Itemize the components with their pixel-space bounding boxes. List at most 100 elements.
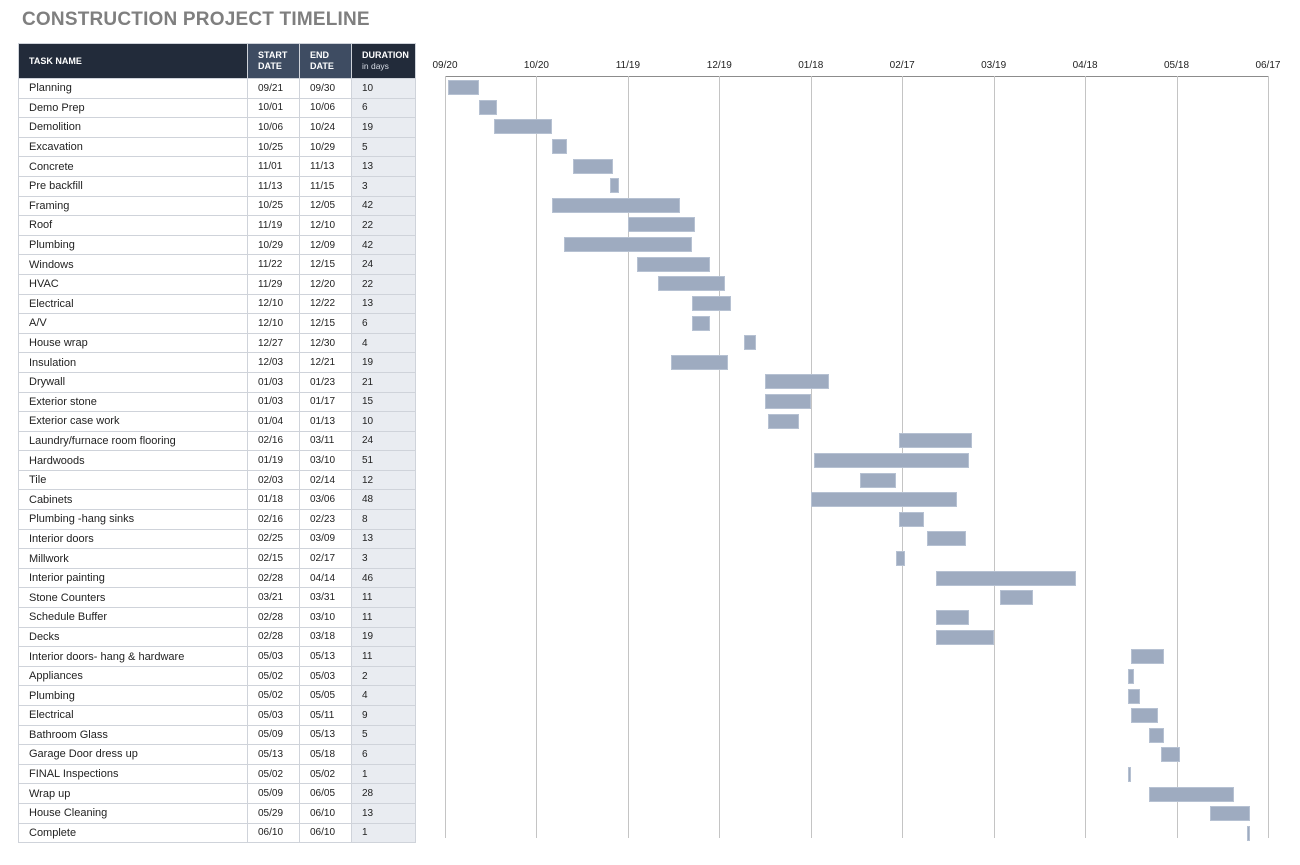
task-name-cell[interactable]: Exterior stone <box>18 391 248 413</box>
duration-cell[interactable]: 19 <box>351 352 416 373</box>
start-date-cell[interactable]: 01/04 <box>247 411 300 432</box>
task-name-cell[interactable]: Exterior case work <box>18 411 248 432</box>
end-date-cell[interactable]: 01/23 <box>299 371 352 393</box>
task-name-cell[interactable]: Stone Counters <box>18 587 248 609</box>
task-name-cell[interactable]: House wrap <box>18 332 248 354</box>
duration-cell[interactable]: 6 <box>351 97 416 119</box>
gantt-bar[interactable] <box>551 138 567 154</box>
gantt-bar[interactable] <box>609 178 619 194</box>
gantt-bar[interactable] <box>670 354 729 370</box>
end-date-cell[interactable]: 12/15 <box>299 313 352 334</box>
start-date-cell[interactable]: 10/25 <box>247 195 300 217</box>
end-date-cell[interactable]: 12/22 <box>299 293 352 315</box>
task-name-cell[interactable]: Insulation <box>18 352 248 373</box>
gantt-bar[interactable] <box>1127 767 1131 783</box>
duration-cell[interactable]: 51 <box>351 450 416 471</box>
gantt-bar[interactable] <box>573 158 613 174</box>
start-date-cell[interactable]: 05/02 <box>247 665 300 687</box>
gantt-bar[interactable] <box>691 315 711 331</box>
task-name-cell[interactable]: Plumbing <box>18 234 248 256</box>
start-date-cell[interactable]: 02/25 <box>247 528 300 550</box>
task-name-cell[interactable]: Cabinets <box>18 489 248 511</box>
end-date-cell[interactable]: 05/13 <box>299 724 352 746</box>
end-date-cell[interactable]: 04/14 <box>299 567 352 589</box>
duration-cell[interactable]: 11 <box>351 587 416 609</box>
start-date-cell[interactable]: 12/10 <box>247 313 300 334</box>
end-date-cell[interactable]: 03/10 <box>299 607 352 628</box>
end-date-cell[interactable]: 12/09 <box>299 234 352 256</box>
gantt-bar[interactable] <box>899 433 973 449</box>
task-name-cell[interactable]: Bathroom Glass <box>18 724 248 746</box>
duration-cell[interactable]: 3 <box>351 548 416 569</box>
task-name-cell[interactable]: Concrete <box>18 156 248 177</box>
task-name-cell[interactable]: Laundry/furnace room flooring <box>18 430 248 452</box>
task-name-cell[interactable]: Hardwoods <box>18 450 248 471</box>
task-name-cell[interactable]: Schedule Buffer <box>18 607 248 628</box>
gantt-bar[interactable] <box>1149 786 1235 802</box>
gantt-bar[interactable] <box>765 394 811 410</box>
duration-cell[interactable]: 6 <box>351 744 416 765</box>
end-date-cell[interactable]: 02/14 <box>299 469 352 491</box>
task-name-cell[interactable]: Wrap up <box>18 783 248 804</box>
gantt-bar[interactable] <box>563 237 692 253</box>
end-date-cell[interactable]: 03/06 <box>299 489 352 511</box>
start-date-cell[interactable]: 02/15 <box>247 548 300 569</box>
duration-cell[interactable]: 5 <box>351 724 416 746</box>
start-date-cell[interactable]: 05/09 <box>247 783 300 804</box>
end-date-cell[interactable]: 12/10 <box>299 215 352 236</box>
task-name-cell[interactable]: Windows <box>18 254 248 275</box>
task-name-cell[interactable]: Appliances <box>18 665 248 687</box>
duration-cell[interactable]: 24 <box>351 430 416 452</box>
task-name-cell[interactable]: Plumbing -hang sinks <box>18 509 248 530</box>
gantt-bar[interactable] <box>1246 825 1250 841</box>
duration-cell[interactable]: 46 <box>351 567 416 589</box>
duration-cell[interactable]: 11 <box>351 607 416 628</box>
end-date-cell[interactable]: 06/10 <box>299 822 352 844</box>
start-date-cell[interactable]: 05/13 <box>247 744 300 765</box>
start-date-cell[interactable]: 01/03 <box>247 371 300 393</box>
gantt-bar[interactable] <box>935 610 970 625</box>
gantt-bar[interactable] <box>768 413 799 429</box>
end-date-cell[interactable]: 10/29 <box>299 136 352 158</box>
gantt-bar[interactable] <box>551 197 680 213</box>
gantt-bar[interactable] <box>478 99 497 115</box>
duration-cell[interactable]: 21 <box>351 371 416 393</box>
duration-cell[interactable]: 48 <box>351 489 416 511</box>
task-name-cell[interactable]: HVAC <box>18 273 248 295</box>
start-date-cell[interactable]: 09/21 <box>247 78 300 99</box>
end-date-cell[interactable]: 03/11 <box>299 430 352 452</box>
gantt-bar[interactable] <box>658 276 726 292</box>
gantt-bar[interactable] <box>743 335 756 351</box>
gantt-bar[interactable] <box>896 551 906 567</box>
start-date-cell[interactable]: 02/28 <box>247 626 300 648</box>
gantt-bar[interactable] <box>935 570 1076 586</box>
end-date-cell[interactable]: 06/05 <box>299 783 352 804</box>
duration-cell[interactable]: 19 <box>351 626 416 648</box>
end-date-cell[interactable]: 10/24 <box>299 117 352 138</box>
gantt-bar[interactable] <box>1130 708 1159 724</box>
start-date-cell[interactable]: 01/03 <box>247 391 300 413</box>
start-date-cell[interactable]: 12/27 <box>247 332 300 354</box>
task-name-cell[interactable]: Demolition <box>18 117 248 138</box>
start-date-cell[interactable]: 05/03 <box>247 705 300 726</box>
start-date-cell[interactable]: 11/01 <box>247 156 300 177</box>
duration-cell[interactable]: 4 <box>351 332 416 354</box>
task-name-cell[interactable]: A/V <box>18 313 248 334</box>
duration-cell[interactable]: 13 <box>351 802 416 824</box>
gantt-bar[interactable] <box>935 629 994 645</box>
start-date-cell[interactable]: 02/28 <box>247 607 300 628</box>
start-date-cell[interactable]: 05/02 <box>247 685 300 706</box>
duration-cell[interactable]: 10 <box>351 411 416 432</box>
gantt-bar[interactable] <box>1130 649 1165 665</box>
task-name-cell[interactable]: Demo Prep <box>18 97 248 119</box>
end-date-cell[interactable]: 02/17 <box>299 548 352 569</box>
duration-cell[interactable]: 24 <box>351 254 416 275</box>
start-date-cell[interactable]: 05/29 <box>247 802 300 824</box>
start-date-cell[interactable]: 11/29 <box>247 273 300 295</box>
end-date-cell[interactable]: 03/09 <box>299 528 352 550</box>
task-name-cell[interactable]: Roof <box>18 215 248 236</box>
gantt-bar[interactable] <box>448 80 479 95</box>
task-name-cell[interactable]: Electrical <box>18 705 248 726</box>
start-date-cell[interactable]: 03/21 <box>247 587 300 609</box>
duration-cell[interactable]: 8 <box>351 509 416 530</box>
